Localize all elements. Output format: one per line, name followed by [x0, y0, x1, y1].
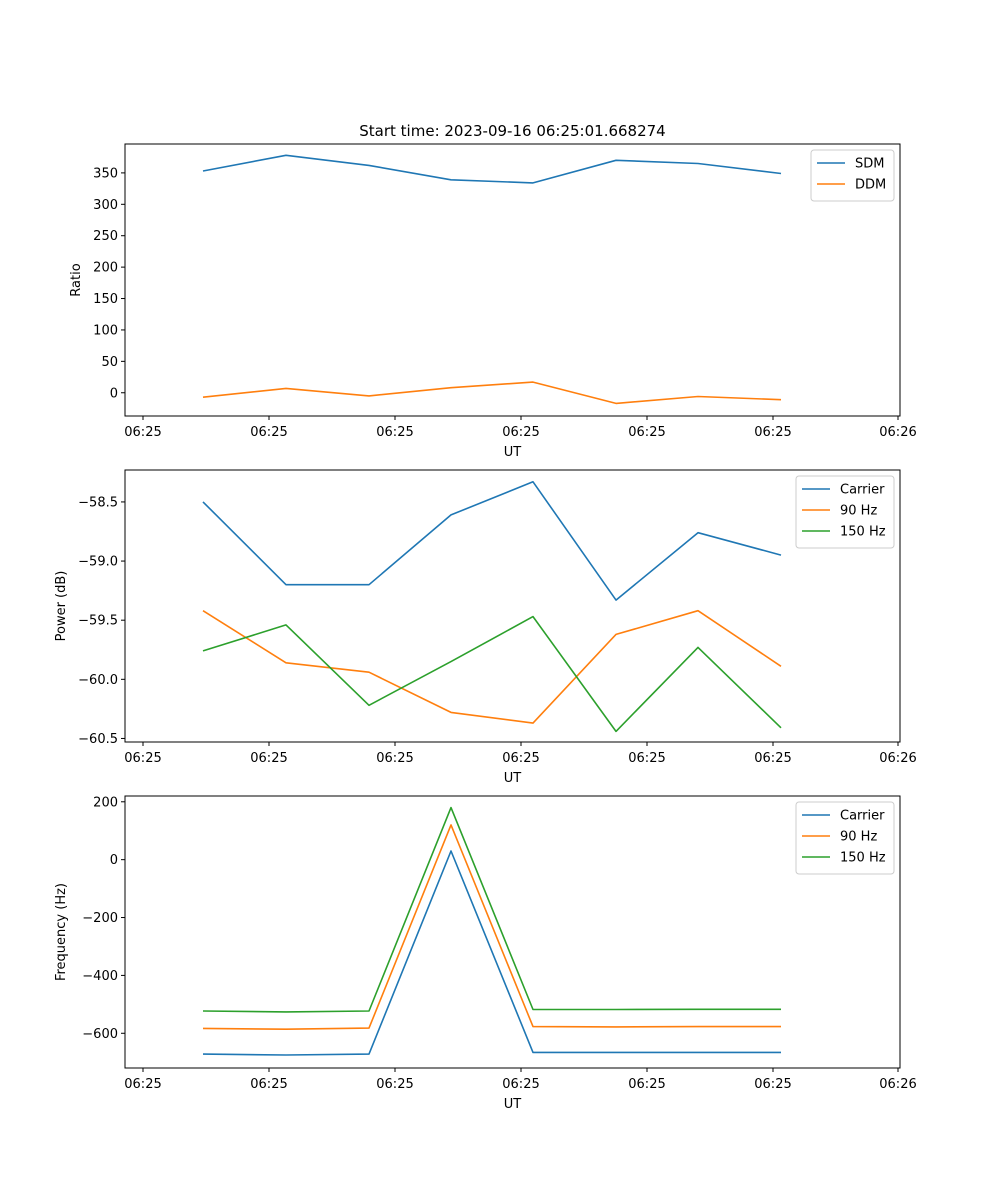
x-axis-label: UT [504, 445, 522, 460]
x-tick-label: 06:25 [628, 1077, 665, 1092]
legend-entry: Carrier [840, 809, 885, 824]
y-tick-label: −200 [82, 911, 118, 926]
legend: Carrier 90 Hz 150 Hz [795, 801, 895, 875]
y-tick-label: −60.0 [78, 673, 118, 688]
legend-entry: 90 Hz [840, 830, 877, 845]
x-tick-label: 06:25 [124, 751, 161, 766]
legend-entry: 150 Hz [840, 525, 886, 540]
x-tick-label: 06:26 [879, 425, 916, 440]
x-tick-label: 06:25 [754, 425, 791, 440]
x-tick-label: 06:25 [502, 425, 539, 440]
x-tick-label: 06:25 [124, 1077, 161, 1092]
x-tick-label: 06:25 [376, 425, 413, 440]
x-tick-label: 06:25 [250, 425, 287, 440]
y-tick-label: 100 [93, 323, 118, 338]
series-line-150-hz [202, 806, 781, 1013]
plot-frame [124, 795, 901, 1069]
y-tick-label: −600 [82, 1027, 118, 1042]
x-tick-label: 06:25 [376, 751, 413, 766]
y-tick-label: 200 [93, 795, 118, 810]
x-tick-label: 06:25 [502, 1077, 539, 1092]
y-tick-label: 0 [110, 386, 118, 401]
y-tick-label: 50 [101, 355, 118, 370]
plot-frame [124, 469, 901, 743]
plot-frame [124, 143, 901, 417]
x-tick-label: 06:25 [502, 751, 539, 766]
x-axis-label: UT [504, 771, 522, 786]
y-axis-label: Frequency (Hz) [54, 883, 69, 981]
panel-2: −58.5 −59.0 −59.5 −60.0 −60.5 06:25 06:25 06:25… [54, 469, 917, 786]
y-tick-label: 350 [93, 166, 118, 181]
x-axis-label: UT [504, 1097, 522, 1112]
series-line-carrier [202, 850, 781, 1056]
series-line-ddm [202, 381, 782, 405]
x-tick-label: 06:25 [250, 1077, 287, 1092]
y-axis-label: Power (dB) [54, 571, 69, 642]
series-line-sdm [202, 154, 782, 184]
x-tick-label: 06:26 [879, 751, 916, 766]
y-axis-label: Ratio [69, 263, 84, 296]
legend: Carrier 90 Hz 150 Hz [795, 475, 895, 549]
series-line-90-hz [202, 824, 781, 1030]
y-tick-label: 200 [93, 261, 118, 276]
series-line-carrier [202, 480, 782, 601]
x-tick-label: 06:25 [628, 751, 665, 766]
y-tick-label: 250 [93, 229, 118, 244]
x-tick-label: 06:25 [124, 425, 161, 440]
legend-entry: 150 Hz [840, 851, 886, 866]
series-line-90-hz [202, 609, 782, 724]
x-tick-label: 06:25 [628, 425, 665, 440]
x-tick-label: 06:25 [754, 1077, 791, 1092]
y-tick-label: −59.0 [78, 555, 118, 570]
y-tick-label: −59.5 [78, 614, 118, 629]
x-tick-label: 06:26 [879, 1077, 916, 1092]
y-tick-label: −400 [82, 969, 118, 984]
legend-entry: DDM [855, 178, 886, 193]
legend: SDM DDM [810, 149, 895, 202]
x-tick-label: 06:25 [376, 1077, 413, 1092]
y-tick-label: 300 [93, 198, 118, 213]
x-tick-label: 06:25 [250, 751, 287, 766]
legend-entry: 90 Hz [840, 504, 877, 519]
panel-1: Start time: 2023-09-16 06:25:01.668274 0 5… [69, 122, 917, 460]
panel-3: 200 0 −200 −400 −600 06:25 06:25 06:25 06:25 06:2… [54, 795, 917, 1112]
y-tick-label: 150 [93, 292, 118, 307]
y-tick-label: −58.5 [78, 495, 118, 510]
legend-entry: Carrier [840, 483, 885, 498]
chart-title: Start time: 2023-09-16 06:25:01.668274 [359, 122, 665, 140]
legend-entry: SDM [855, 157, 884, 172]
y-tick-label: −60.5 [78, 732, 118, 747]
y-tick-label: 0 [110, 853, 118, 868]
legend-frame [795, 475, 895, 549]
x-tick-label: 06:25 [754, 751, 791, 766]
series-line-150-hz [202, 615, 782, 733]
legend-frame [795, 801, 895, 875]
